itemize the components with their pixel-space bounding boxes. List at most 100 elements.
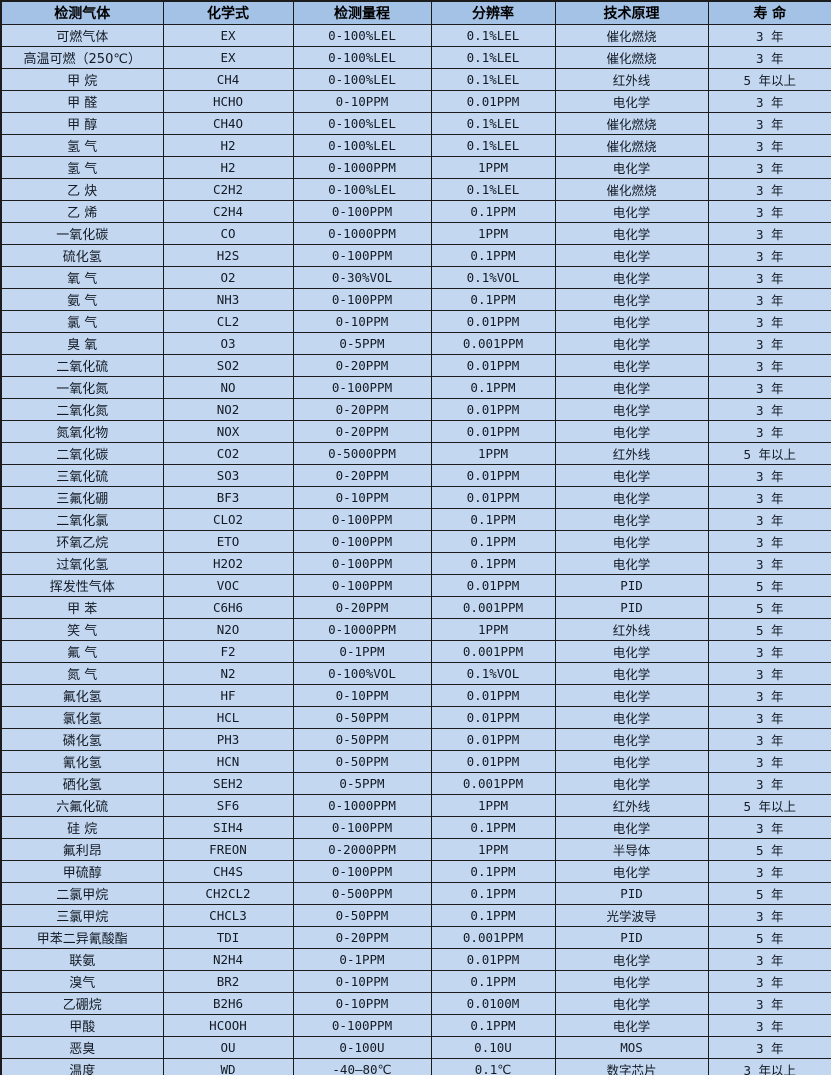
cell-chemical-formula: TDI <box>162 926 294 949</box>
column-header-gas: 检测气体 <box>0 0 164 25</box>
cell-lifespan: 5 年以上 <box>707 68 831 91</box>
cell-chemical-formula: F2 <box>162 640 294 663</box>
cell-technology: PID <box>554 596 709 619</box>
cell-resolution: 1PPM <box>430 222 556 245</box>
table-row: 氧 气 O2 0-30%VOL 0.1%VOL 电化学 3 年 <box>0 266 831 289</box>
cell-lifespan: 3 年 <box>707 706 831 729</box>
table-row: 氯化氢 HCL 0-50PPM 0.01PPM 电化学 3 年 <box>0 706 831 729</box>
cell-gas-name: 甲 苯 <box>0 596 164 619</box>
cell-technology: 数字芯片 <box>554 1058 709 1075</box>
cell-gas-name: 磷化氢 <box>0 728 164 751</box>
cell-detection-range: 0-5PPM <box>292 772 432 795</box>
cell-gas-name: 可燃气体 <box>0 24 164 47</box>
cell-chemical-formula: CO2 <box>162 442 294 465</box>
cell-lifespan: 3 年 <box>707 508 831 531</box>
cell-lifespan: 3 年 <box>707 200 831 223</box>
cell-chemical-formula: C2H2 <box>162 178 294 201</box>
cell-lifespan: 3 年 <box>707 552 831 575</box>
cell-resolution: 0.001PPM <box>430 596 556 619</box>
cell-technology: 电化学 <box>554 992 709 1015</box>
cell-gas-name: 甲 烷 <box>0 68 164 91</box>
cell-resolution: 0.1PPM <box>430 904 556 927</box>
cell-detection-range: 0-100%LEL <box>292 178 432 201</box>
cell-lifespan: 3 年 <box>707 860 831 883</box>
cell-detection-range: 0-100%LEL <box>292 46 432 69</box>
cell-resolution: 0.01PPM <box>430 706 556 729</box>
cell-detection-range: 0-2000PPM <box>292 838 432 861</box>
cell-detection-range: 0-100PPM <box>292 288 432 311</box>
cell-detection-range: 0-100%LEL <box>292 112 432 135</box>
table-row: 乙硼烷 B2H6 0-10PPM 0.0100M 电化学 3 年 <box>0 992 831 1015</box>
cell-resolution: 0.01PPM <box>430 310 556 333</box>
cell-chemical-formula: SIH4 <box>162 816 294 839</box>
cell-lifespan: 3 年 <box>707 90 831 113</box>
cell-resolution: 0.1PPM <box>430 816 556 839</box>
cell-gas-name: 三氯甲烷 <box>0 904 164 927</box>
cell-technology: 电化学 <box>554 486 709 509</box>
table-row: 甲酸 HCOOH 0-100PPM 0.1PPM 电化学 3 年 <box>0 1014 831 1037</box>
cell-lifespan: 3 年 <box>707 332 831 355</box>
cell-chemical-formula: N2 <box>162 662 294 685</box>
cell-detection-range: 0-100PPM <box>292 508 432 531</box>
cell-detection-range: 0-10PPM <box>292 970 432 993</box>
cell-detection-range: 0-1PPM <box>292 640 432 663</box>
cell-detection-range: 0-100PPM <box>292 200 432 223</box>
column-header-principle: 技术原理 <box>554 0 709 25</box>
cell-resolution: 0.1%LEL <box>430 68 556 91</box>
cell-gas-name: 氧 气 <box>0 266 164 289</box>
cell-technology: 电化学 <box>554 750 709 773</box>
cell-technology: 电化学 <box>554 728 709 751</box>
cell-gas-name: 氯 气 <box>0 310 164 333</box>
cell-chemical-formula: SEH2 <box>162 772 294 795</box>
cell-lifespan: 3 年 <box>707 728 831 751</box>
table-row: 乙 炔 C2H2 0-100%LEL 0.1%LEL 催化燃烧 3 年 <box>0 178 831 201</box>
cell-lifespan: 5 年以上 <box>707 794 831 817</box>
cell-lifespan: 3 年 <box>707 288 831 311</box>
cell-technology: 电化学 <box>554 860 709 883</box>
cell-gas-name: 甲硫醇 <box>0 860 164 883</box>
cell-resolution: 1PPM <box>430 156 556 179</box>
cell-detection-range: 0-50PPM <box>292 904 432 927</box>
cell-technology: PID <box>554 882 709 905</box>
cell-gas-name: 氨 气 <box>0 288 164 311</box>
cell-lifespan: 3 年 <box>707 640 831 663</box>
cell-resolution: 0.1%LEL <box>430 24 556 47</box>
cell-lifespan: 3 年 <box>707 134 831 157</box>
cell-resolution: 1PPM <box>430 794 556 817</box>
cell-gas-name: 三氧化硫 <box>0 464 164 487</box>
cell-gas-name: 六氟化硫 <box>0 794 164 817</box>
cell-lifespan: 3 年 <box>707 354 831 377</box>
cell-chemical-formula: EX <box>162 24 294 47</box>
table-row: 恶臭 OU 0-100U 0.10U MOS 3 年 <box>0 1036 831 1059</box>
cell-detection-range: 0-50PPM <box>292 728 432 751</box>
cell-technology: 催化燃烧 <box>554 112 709 135</box>
cell-detection-range: 0-500PPM <box>292 882 432 905</box>
cell-gas-name: 高温可燃（250℃） <box>0 46 164 69</box>
cell-chemical-formula: C6H6 <box>162 596 294 619</box>
cell-technology: 电化学 <box>554 200 709 223</box>
cell-chemical-formula: O2 <box>162 266 294 289</box>
cell-detection-range: 0-100PPM <box>292 1014 432 1037</box>
cell-detection-range: 0-10PPM <box>292 992 432 1015</box>
cell-resolution: 0.1PPM <box>430 1014 556 1037</box>
cell-lifespan: 3 年 <box>707 420 831 443</box>
cell-detection-range: 0-10PPM <box>292 486 432 509</box>
cell-technology: PID <box>554 574 709 597</box>
cell-gas-name: 氮氧化物 <box>0 420 164 443</box>
cell-gas-name: 氟利昂 <box>0 838 164 861</box>
cell-technology: 电化学 <box>554 266 709 289</box>
cell-detection-range: 0-20PPM <box>292 420 432 443</box>
cell-gas-name: 挥发性气体 <box>0 574 164 597</box>
cell-technology: 红外线 <box>554 618 709 641</box>
cell-gas-name: 联氨 <box>0 948 164 971</box>
cell-detection-range: 0-20PPM <box>292 596 432 619</box>
cell-lifespan: 5 年 <box>707 926 831 949</box>
cell-gas-name: 三氟化硼 <box>0 486 164 509</box>
cell-resolution: 0.001PPM <box>430 772 556 795</box>
cell-technology: 红外线 <box>554 794 709 817</box>
cell-technology: 电化学 <box>554 420 709 443</box>
cell-chemical-formula: HCHO <box>162 90 294 113</box>
table-row: 硒化氢 SEH2 0-5PPM 0.001PPM 电化学 3 年 <box>0 772 831 795</box>
cell-detection-range: 0-30%VOL <box>292 266 432 289</box>
